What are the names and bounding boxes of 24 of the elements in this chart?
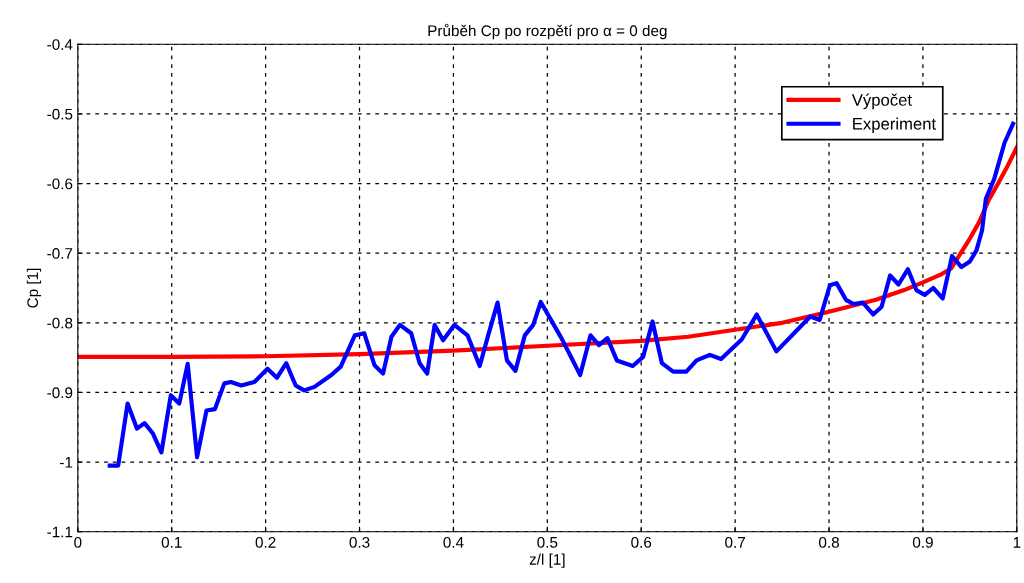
x-tick-label: 1 (1013, 537, 1021, 548)
x-tick-label: 0.1 (161, 536, 182, 548)
y-tick-label: -0.7 (47, 248, 73, 259)
x-tick-label: 0.2 (255, 536, 276, 548)
y-tick-label: -0.6 (47, 178, 73, 190)
legend-label: Experiment (853, 117, 936, 134)
y-axis-title: Cp [1] (26, 268, 42, 308)
chart-title: Průběh Cp po rozpětí pro α = 0 deg (428, 23, 667, 40)
y-tick-label: -0.9 (47, 387, 73, 399)
x-tick-label: 0 (74, 536, 82, 548)
legend-label: Výpočet (851, 93, 912, 110)
x-tick-label: 0.3 (349, 536, 370, 548)
x-tick-label: 0.7 (725, 536, 745, 548)
y-tick-label: -1 (60, 457, 73, 468)
x-tick-label: 0.9 (912, 536, 933, 548)
y-tick-label: -1.1 (47, 526, 73, 538)
y-tick-label: -0.5 (47, 108, 73, 120)
x-tick-label: 0.5 (537, 536, 558, 548)
y-tick-label: -0.8 (47, 317, 73, 329)
x-tick-label: 0.8 (819, 536, 839, 548)
x-axis-title: z/l [1] (529, 553, 565, 568)
x-tick-label: 0.4 (443, 536, 464, 548)
x-tick-label: 0.6 (631, 536, 652, 548)
y-tick-label: -0.4 (47, 39, 73, 50)
